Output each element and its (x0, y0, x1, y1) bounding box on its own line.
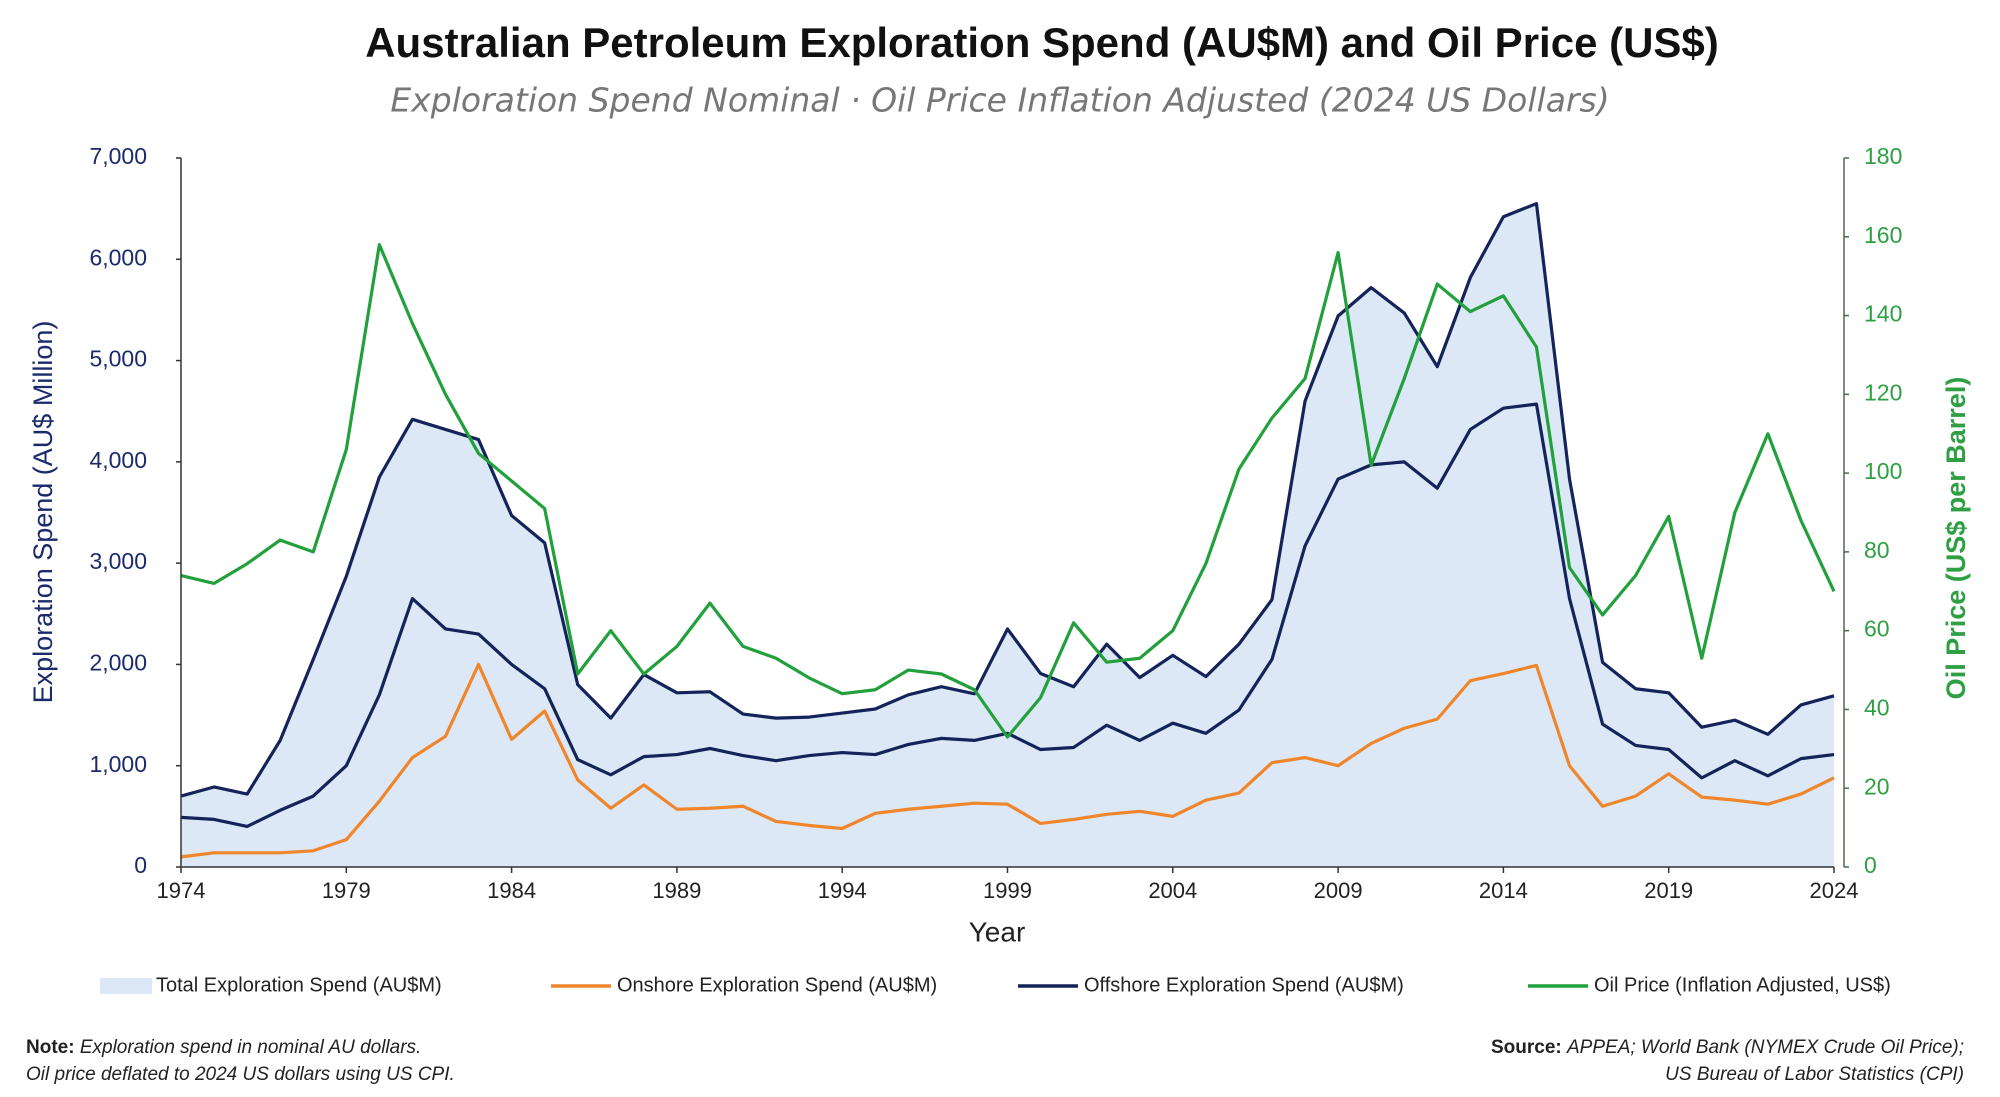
x-tick-label: 1994 (818, 878, 867, 903)
line (180, 243, 1836, 739)
chart-title: Australian Petroleum Exploration Spend (… (365, 19, 1719, 66)
legend-label: Offshore Exploration Spend (AU$M) (1084, 974, 1404, 996)
source-label: Source: (1491, 1037, 1562, 1058)
area (181, 203, 1834, 868)
y-tick-label: 6,000 (89, 244, 147, 270)
note-text: Oil price deflated to 2024 US dollars us… (26, 1064, 455, 1085)
y2-tick-label: 120 (1864, 379, 1902, 405)
y2-tick-label: 60 (1864, 616, 1890, 642)
line (180, 662, 1835, 859)
y2-tick-label: 180 (1864, 143, 1902, 169)
y2-tick-label: 40 (1864, 695, 1890, 721)
y-tick-label: 4,000 (89, 447, 147, 473)
chart-subtitle: Exploration Spend Nominal · Oil Price In… (390, 81, 1609, 120)
line (180, 402, 1835, 829)
y-tick-label: 1,000 (89, 751, 147, 777)
source-text: US Bureau of Labor Statistics (CPI) (1665, 1064, 1964, 1085)
x-tick-label: 2014 (1479, 878, 1528, 903)
y-tick-label: 3,000 (89, 548, 147, 574)
x-axis-title: Year (969, 916, 1026, 947)
y2-axis-title: Oil Price (US$ per Barrel) (1941, 377, 1971, 700)
x-tick-label: 2024 (1810, 878, 1859, 903)
x-tick-label: 2019 (1644, 878, 1693, 903)
source-line: Source: APPEA; World Bank (NYMEX Crude O… (1491, 1037, 1964, 1058)
x-tick-label: 2009 (1314, 878, 1363, 903)
y2-tick-label: 80 (1864, 537, 1890, 563)
y2-tick-label: 140 (1864, 301, 1902, 327)
legend-label: Oil Price (Inflation Adjusted, US$) (1594, 974, 1891, 996)
y2-tick-label: 20 (1864, 773, 1890, 799)
y2-tick-label: 160 (1864, 222, 1902, 248)
legend: Total Exploration Spend (AU$M) Onshore Ex… (100, 974, 1891, 996)
y-axis-title: Exploration Spend (AU$ Million) (28, 321, 58, 704)
legend-swatch (100, 978, 152, 994)
plot-area: 0 1,000 2,000 3,000 4,000 5,000 6,000 7,000 0 20 4… (89, 143, 1902, 903)
note-label: Note: (26, 1037, 75, 1058)
x-tick-label: 1984 (487, 878, 536, 903)
area-outline (180, 201, 1835, 798)
y-tick-label: 0 (134, 852, 147, 878)
note-line: Note: Exploration spend in nominal AU do… (26, 1037, 421, 1058)
x-tick-label: 1979 (322, 878, 371, 903)
legend-label: Onshore Exploration Spend (AU$M) (617, 974, 937, 996)
y-tick-label: 7,000 (89, 143, 147, 169)
y-tick-label: 5,000 (89, 346, 147, 372)
x-tick-label: 1989 (652, 878, 701, 903)
y-tick-label: 2,000 (89, 650, 147, 676)
x-tick-label: 2004 (1148, 878, 1197, 903)
legend-label: Total Exploration Spend (AU$M) (156, 974, 442, 996)
x-tick-label: 1974 (157, 878, 206, 903)
x-tick-label: 1999 (983, 878, 1032, 903)
y2-tick-label: 100 (1864, 458, 1902, 484)
note-text: Exploration spend in nominal AU dollars. (80, 1037, 421, 1058)
y2-tick-label: 0 (1864, 852, 1877, 878)
source-text: APPEA; World Bank (NYMEX Crude Oil Price… (1566, 1037, 1964, 1058)
